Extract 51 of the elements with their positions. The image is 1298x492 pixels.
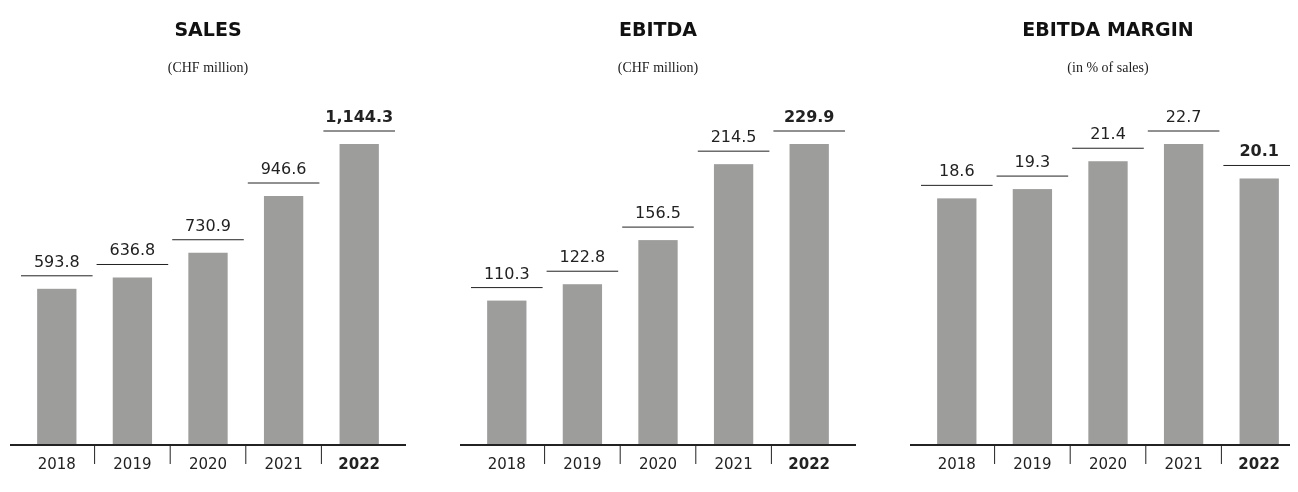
data-label: 18.6 <box>938 161 975 181</box>
x-tick-label: 2022 <box>788 455 831 473</box>
x-tick-label: 2019 <box>113 455 152 473</box>
bar <box>339 144 379 445</box>
bar <box>937 198 977 445</box>
bar <box>1163 144 1204 445</box>
data-label: 214.5 <box>710 127 757 147</box>
bar <box>112 277 153 445</box>
data-label: 636.8 <box>109 240 156 260</box>
data-label: 22.7 <box>1165 107 1202 126</box>
data-label: 1,144.3 <box>325 107 394 126</box>
bar <box>37 288 77 445</box>
x-tick-label: 2018 <box>37 455 76 473</box>
data-label: 21.4 <box>1090 124 1126 144</box>
bar <box>1012 189 1053 445</box>
chart-subtitle: (CHF million) <box>167 60 249 76</box>
x-tick-label: 2018 <box>487 455 526 473</box>
x-tick-label: 2020 <box>1088 455 1128 473</box>
bar <box>263 196 304 445</box>
data-label: 110.3 <box>483 263 530 283</box>
bar <box>789 144 829 445</box>
x-tick-label: 2021 <box>1164 455 1203 473</box>
data-label: 20.1 <box>1239 141 1279 161</box>
chart-title: EBITDA MARGIN <box>1022 18 1194 40</box>
data-label: 593.8 <box>33 251 80 271</box>
x-tick-label: 2020 <box>638 455 678 473</box>
bar <box>188 252 228 445</box>
x-tick-label: 2020 <box>188 455 228 473</box>
bar <box>487 300 527 445</box>
data-label: 229.9 <box>783 107 835 126</box>
chart-subtitle: (CHF million) <box>617 60 699 76</box>
data-label: 122.8 <box>559 247 606 267</box>
data-label: 730.9 <box>185 215 231 235</box>
bar <box>1239 178 1279 445</box>
chart-subtitle: (in % of sales) <box>1067 60 1149 76</box>
x-tick-label: 2021 <box>714 455 753 473</box>
chart-title: EBITDA <box>619 18 698 40</box>
bar <box>713 164 754 445</box>
data-label: 19.3 <box>1014 152 1051 172</box>
chart-title: SALES <box>174 18 242 40</box>
x-tick-label: 2019 <box>563 455 602 473</box>
data-label: 156.5 <box>635 203 681 223</box>
x-tick-label: 2022 <box>338 455 381 473</box>
data-label: 946.6 <box>260 159 307 178</box>
x-tick-label: 2021 <box>264 455 303 473</box>
bar <box>562 284 603 445</box>
bar <box>1088 161 1128 445</box>
x-tick-label: 2019 <box>1013 455 1052 473</box>
bar <box>638 240 678 445</box>
x-tick-label: 2018 <box>937 455 976 473</box>
x-tick-label: 2022 <box>1238 455 1281 473</box>
